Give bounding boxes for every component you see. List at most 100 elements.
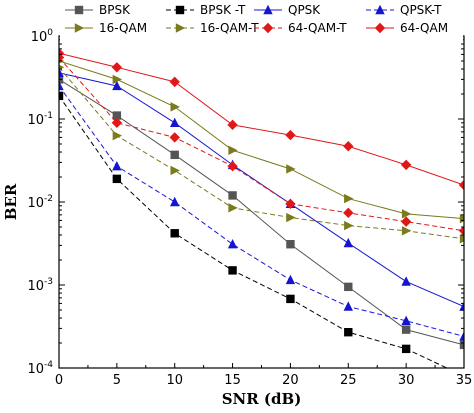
data-point	[401, 315, 411, 326]
legend-box	[60, 1, 463, 41]
y-tick-label: 10-2	[27, 194, 53, 211]
legend: BPSK BPSK -T QPSK QPSK-T 16-QAM 16-QAM-T 64-QA…	[60, 1, 463, 41]
legend-item: 16-QAM	[65, 21, 147, 35]
legend-item: BPSK	[65, 3, 131, 17]
data-point	[227, 119, 238, 131]
legend-marker	[374, 22, 386, 34]
data-point	[400, 159, 412, 171]
data-point	[169, 76, 180, 88]
x-axis-title: SNR (dB)	[222, 390, 302, 408]
data-point	[401, 276, 411, 286]
data-point	[459, 340, 464, 350]
legend-marker	[262, 22, 274, 34]
series-qpsk	[59, 67, 464, 311]
legend-item: 64-QAM	[366, 21, 448, 35]
data-point	[228, 203, 238, 213]
data-point	[169, 132, 180, 143]
x-tick-label: 15	[224, 373, 241, 388]
data-point	[112, 80, 122, 91]
legend-item: QPSK	[254, 3, 321, 17]
x-tick-label: 20	[282, 373, 299, 388]
x-tick-label: 25	[340, 373, 357, 388]
data-point	[59, 80, 64, 91]
data-point	[459, 213, 464, 224]
data-point	[459, 331, 464, 341]
data-point	[170, 150, 179, 160]
data-point	[59, 91, 64, 101]
y-tick-label: 10-1	[27, 111, 53, 128]
series-64-qam-t	[59, 52, 464, 236]
series-line	[59, 85, 464, 337]
series-line	[59, 52, 464, 186]
data-point	[343, 237, 353, 248]
data-point	[401, 209, 412, 219]
data-point	[344, 220, 354, 231]
series-qpsk-t	[59, 80, 464, 341]
data-point	[459, 234, 464, 244]
data-point	[170, 117, 180, 127]
data-point	[285, 274, 296, 285]
data-point	[59, 67, 64, 78]
data-point	[112, 74, 123, 85]
data-point	[285, 129, 296, 141]
legend-label: QPSK-T	[400, 3, 442, 17]
data-point	[401, 226, 412, 236]
legend-item: BPSK -T	[166, 3, 246, 17]
data-point	[285, 198, 296, 210]
legend-marker	[74, 5, 84, 15]
data-point	[112, 130, 123, 141]
legend-marker	[175, 23, 186, 33]
data-point	[112, 111, 122, 120]
data-point	[401, 325, 411, 334]
data-point	[170, 229, 179, 238]
data-point	[227, 239, 238, 249]
series-line	[59, 78, 464, 346]
data-point	[112, 160, 122, 171]
legend-item: 16-QAM-T	[166, 21, 259, 35]
legend-item: 64-QAM-T	[254, 21, 347, 35]
legend-label: BPSK -T	[200, 3, 246, 17]
series-16-qam-t	[59, 64, 464, 244]
legend-marker	[74, 23, 85, 33]
data-point	[228, 266, 237, 275]
data-point	[111, 62, 123, 73]
series-line	[59, 72, 464, 308]
axes-layer: 0 5 10 15 20 25 30 35 10-4 10-3 10-2 10-1 100	[27, 28, 472, 388]
legend-label: BPSK	[99, 3, 131, 17]
series-64-qam	[59, 48, 464, 191]
data-point	[286, 240, 295, 249]
x-tick-label: 10	[166, 373, 183, 388]
data-point	[343, 301, 353, 311]
data-point	[344, 193, 354, 204]
series-line	[59, 60, 464, 220]
legend-marker	[263, 4, 273, 15]
data-point	[112, 174, 122, 184]
data-point	[170, 102, 180, 112]
data-point	[227, 160, 238, 172]
data-point	[286, 212, 296, 223]
data-point	[286, 294, 295, 304]
data-point	[59, 48, 65, 59]
data-point	[286, 164, 296, 174]
data-point	[343, 207, 354, 219]
data-point	[458, 225, 464, 236]
data-point	[228, 191, 237, 200]
legend-label: 16-QAM-T	[200, 21, 259, 35]
legend-label: 64-QAM	[400, 21, 448, 35]
data-point	[228, 145, 238, 155]
series-line	[59, 57, 464, 232]
data-point	[400, 216, 412, 227]
legend-item: QPSK-T	[366, 3, 442, 17]
x-tick-label: 0	[55, 373, 63, 388]
series-16-qam	[59, 58, 464, 224]
x-tick-label: 30	[398, 373, 415, 388]
legend-label: 64-QAM-T	[288, 21, 347, 35]
y-axis-title: BER	[2, 183, 20, 220]
data-point	[170, 165, 180, 176]
data-point	[458, 179, 464, 191]
data-point	[343, 141, 354, 152]
legend-marker	[375, 4, 385, 15]
data-point	[111, 117, 123, 128]
x-tick-label: 5	[113, 373, 121, 388]
y-tick-label: 100	[31, 28, 54, 45]
